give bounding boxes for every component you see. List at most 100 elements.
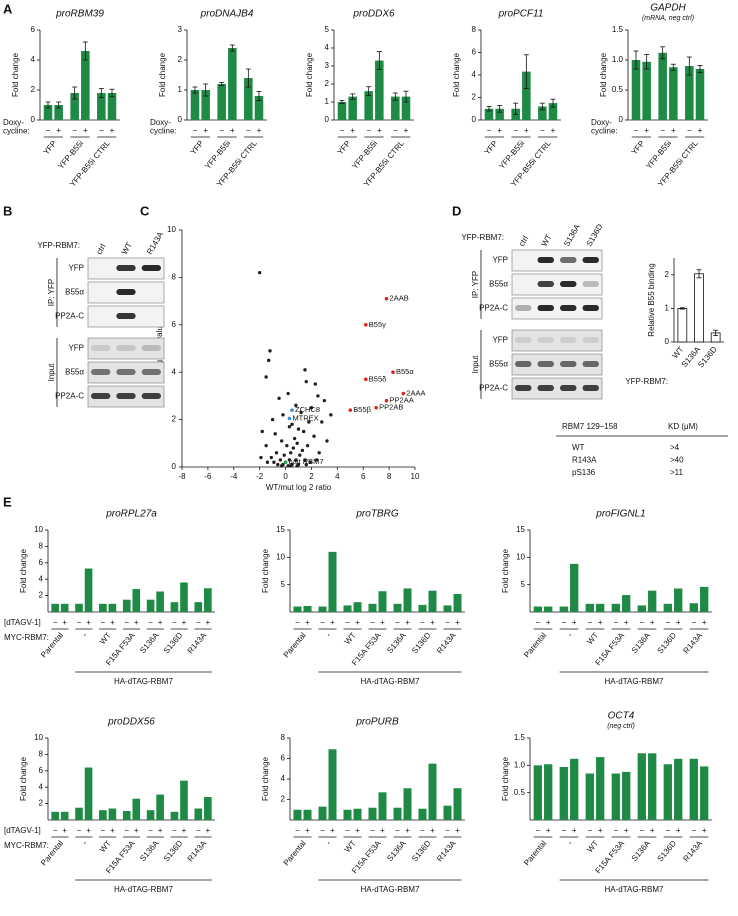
band [141,369,161,375]
band [537,337,554,343]
band [582,257,599,263]
point [287,425,292,429]
x-tick-label: + [404,126,409,135]
blot-row-label: YFP [68,264,84,273]
table-header: RBM7 129–158 [562,422,618,431]
point-label: B55γ [369,320,386,329]
bar [108,603,117,612]
bar [75,807,83,820]
x-tick-label: − [340,126,345,135]
bar [622,771,631,820]
y-tick-label: 2 [39,799,44,808]
y-tick-label: 0.5 [612,85,624,94]
x-tick-label: − [613,618,618,627]
point [384,398,389,403]
bar [658,52,667,120]
point [289,464,293,468]
blot-row-label: YFP [68,344,84,353]
blot-strip [511,297,603,320]
bar [180,780,188,820]
row-label: [dTAGV-1] [4,618,41,627]
band [560,361,577,367]
x-tick-label: + [624,826,629,835]
bar [97,93,106,120]
x-tick-label: − [420,826,425,835]
bar [533,606,542,612]
group-label: S136A [630,630,653,655]
bar [99,810,107,820]
chart-title: proDDX6 [352,9,395,20]
bar [217,84,226,120]
y-axis-label: Fold change [305,52,314,97]
x-tick-label: − [639,826,644,835]
bar [403,788,412,820]
blot-strip [511,377,603,400]
band [582,305,599,311]
bar [156,794,164,820]
band [537,281,554,287]
point [286,464,290,468]
y-tick-label: 4 [172,367,177,376]
group-label: R143A [435,838,458,863]
point [364,377,368,382]
point [348,408,353,412]
y-tick-label: 1 [178,85,183,94]
bar [194,602,203,612]
group-label: YFP [630,139,647,157]
y-tick-label: 1 [665,304,670,313]
blot-row-label: PP2A-C [479,304,508,313]
y-tick-label: 8 [39,750,44,759]
point [309,406,314,410]
x-tick-label: − [540,126,545,135]
x-tick-label: + [377,126,382,135]
bar [81,51,90,120]
row-label: cycline: [150,127,177,136]
band [91,369,111,375]
x-tick-label: 2 [309,472,314,481]
x-tick-label: − [196,826,201,835]
x-tick-label: − [691,618,696,627]
row-label: cycline: [3,127,30,136]
point-label: PP2AB [379,403,403,412]
y-axis-label: Fold change [501,756,510,801]
bar [156,591,164,612]
x-tick-label: + [624,618,629,627]
x-tick-label: − [687,126,692,135]
point [317,451,321,455]
blot-row-label: B55α [65,288,84,297]
chart-subtitle: (neg ctrl) [607,723,635,730]
y-tick-label: 1.0 [514,760,526,769]
x-tick-label: + [134,826,139,835]
blot-row-label: PP2A-C [55,392,84,401]
bar [663,603,672,612]
x-tick-label: + [572,618,577,627]
bar [674,758,683,820]
group-label: S136A [630,838,653,863]
point [384,296,389,301]
row-label: cycline: [591,127,618,136]
blot-strip [511,353,603,376]
x-tick-label: + [546,618,551,627]
bar [368,807,377,820]
row-label: Doxy- [591,118,612,127]
bar [559,766,568,820]
x-tick-label: − [561,618,566,627]
panel-label: C [140,203,150,218]
x-tick-label: − [196,618,201,627]
bar [443,605,452,612]
band [116,345,136,351]
group-label: Parental [522,631,548,660]
x-tick-label: S136D [696,345,719,370]
group-label: R143A [435,630,458,655]
y-tick-label: 10 [167,225,176,234]
x-tick-label: + [230,126,235,135]
group-label: YFP [42,139,59,157]
x-tick-label: − [193,126,198,135]
y-tick-label: 6 [39,558,44,567]
group-label: S136D [162,839,185,864]
x-tick-label: + [330,618,335,627]
point-label: B55α [396,367,414,376]
x-tick-label: + [355,618,360,627]
x-tick-label: + [380,826,385,835]
table-cell: >40 [670,456,684,465]
